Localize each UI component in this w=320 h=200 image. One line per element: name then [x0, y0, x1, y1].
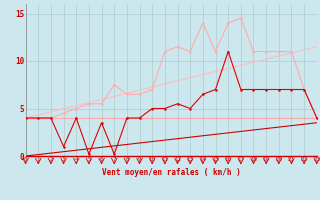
X-axis label: Vent moyen/en rafales ( km/h ): Vent moyen/en rafales ( km/h ) [102, 168, 241, 177]
